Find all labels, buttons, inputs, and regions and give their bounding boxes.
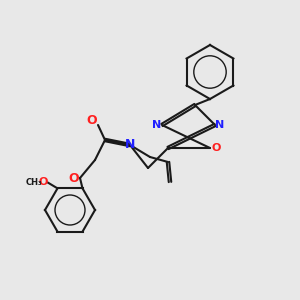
- Text: N: N: [215, 120, 225, 130]
- Text: O: O: [69, 172, 79, 184]
- Text: N: N: [152, 120, 162, 130]
- Text: CH₃: CH₃: [25, 178, 42, 187]
- Text: N: N: [125, 139, 135, 152]
- Text: O: O: [39, 177, 48, 187]
- Text: O: O: [87, 115, 97, 128]
- Text: O: O: [211, 143, 221, 153]
